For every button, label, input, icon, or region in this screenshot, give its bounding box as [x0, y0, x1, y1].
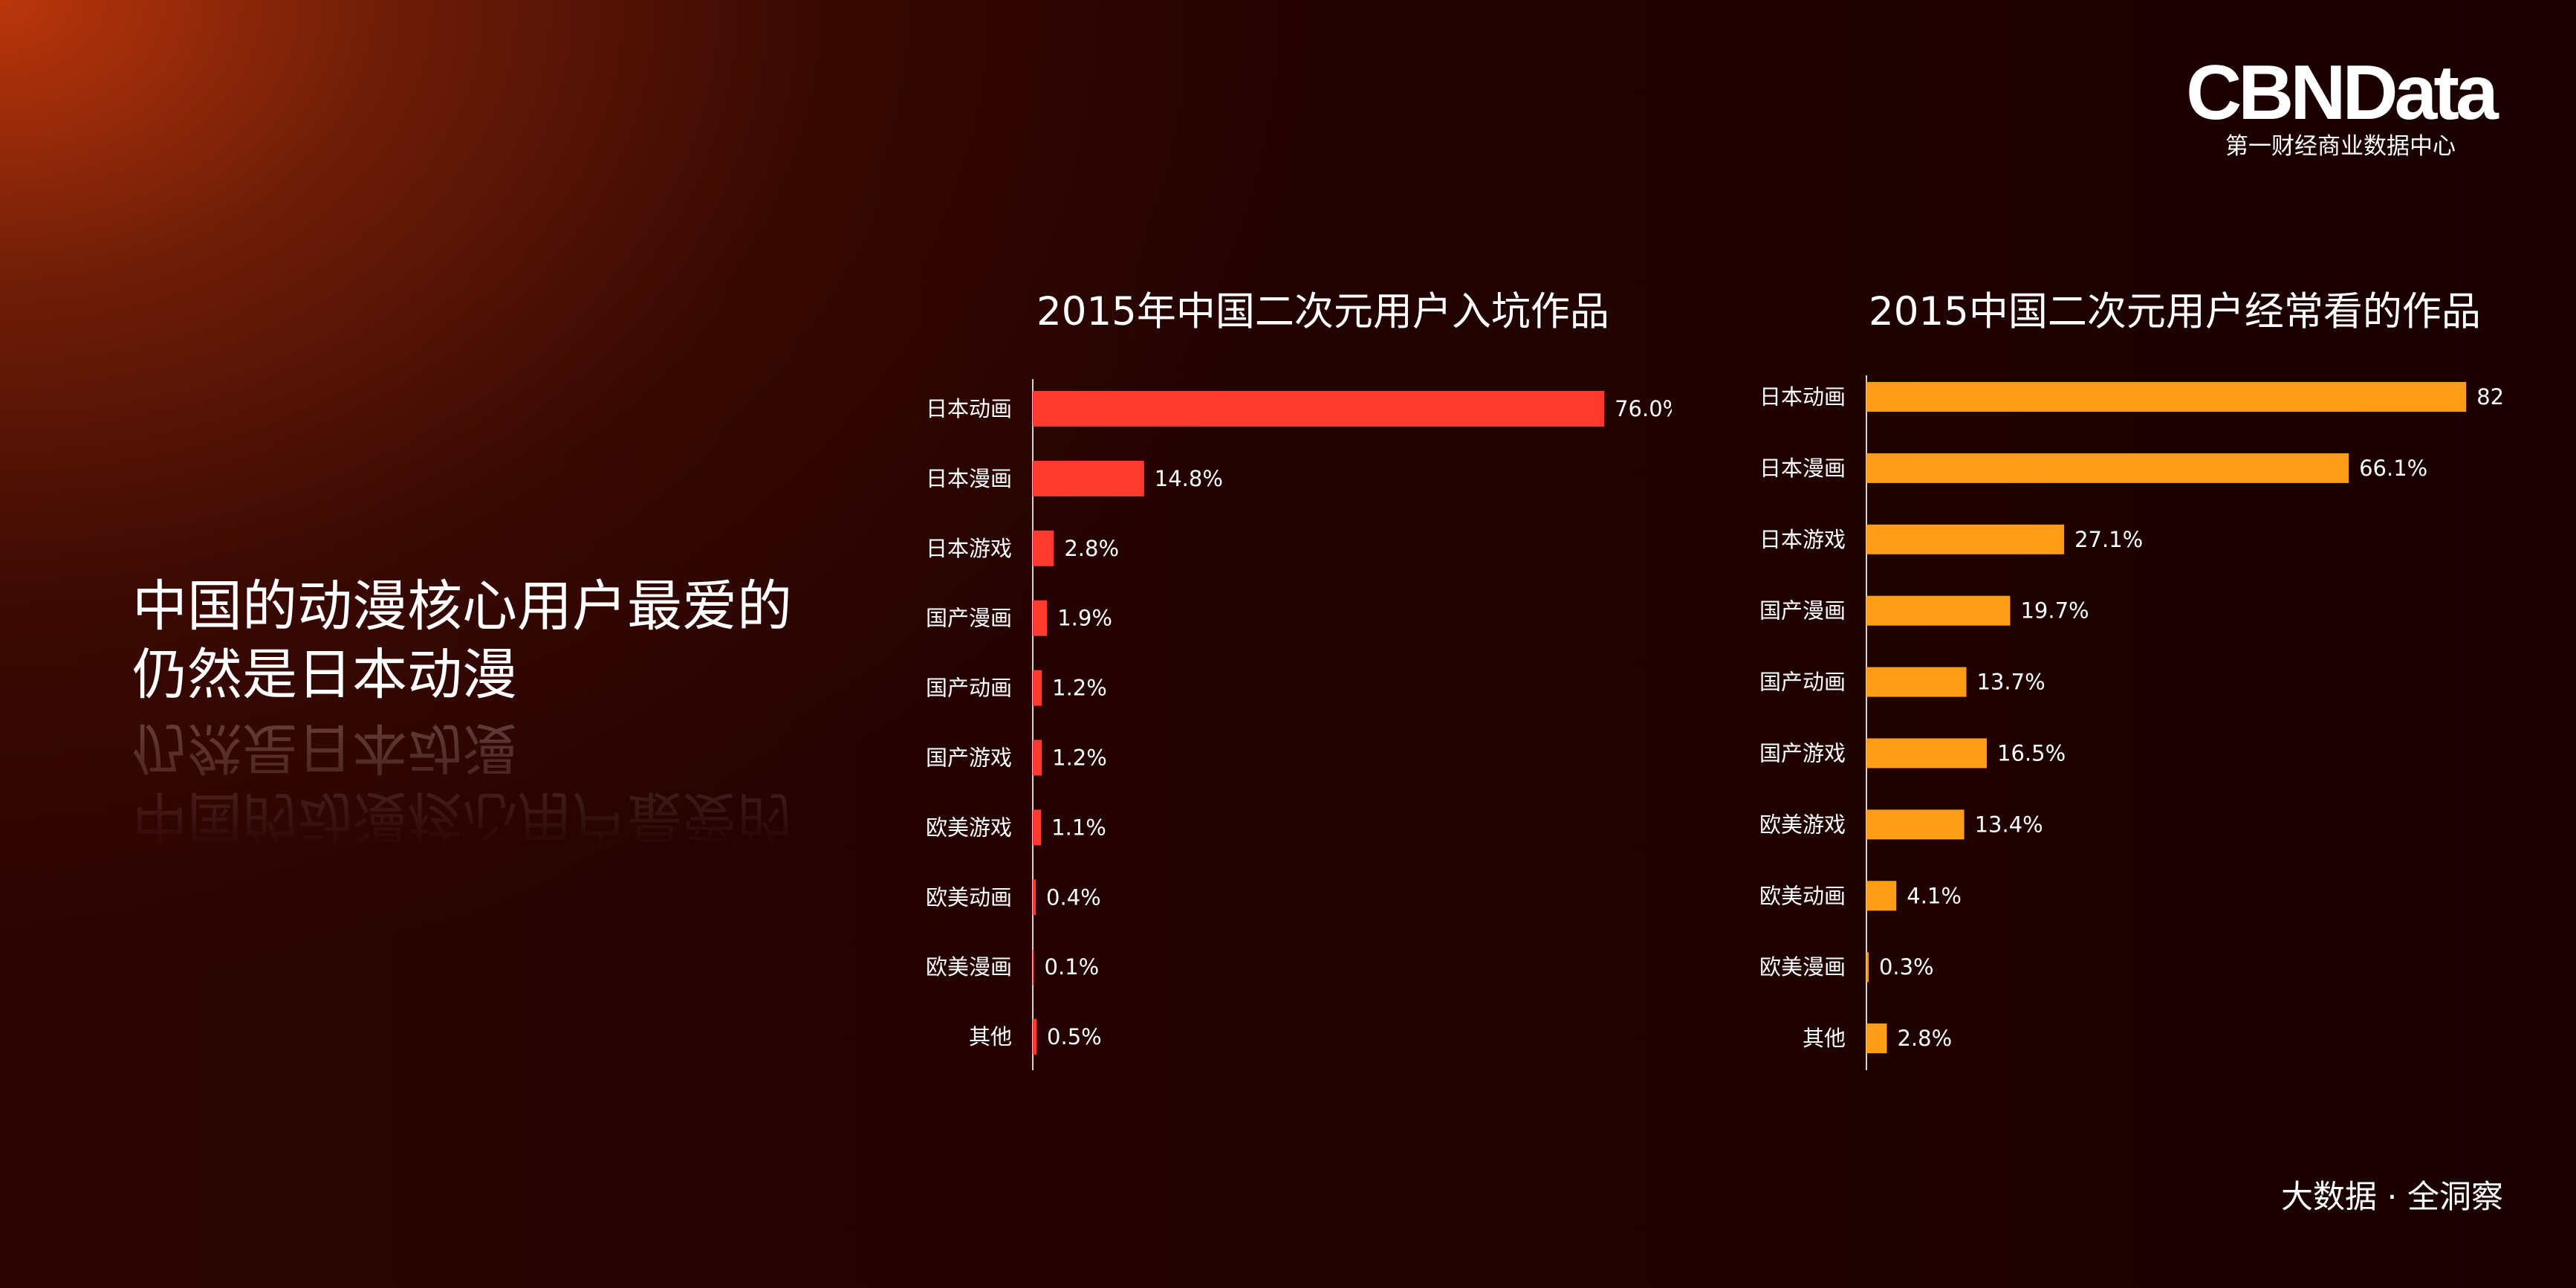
- logo-wordmark: CBNData: [2186, 50, 2499, 136]
- headline-line-1: 中国的动漫核心用户最爱的: [132, 575, 792, 638]
- value-label: 2.8%: [1897, 1026, 1952, 1051]
- category-label: 国产游戏: [1759, 741, 1846, 766]
- value-label: 14.8%: [1155, 466, 1223, 491]
- value-label: 27.1%: [2074, 527, 2143, 552]
- category-label: 其他: [1803, 1026, 1846, 1051]
- category-label: 日本游戏: [1759, 527, 1846, 552]
- bar-3: [1866, 524, 2065, 554]
- bar-8: [1033, 879, 1036, 916]
- bar-2: [1866, 453, 2349, 483]
- category-label: 欧美游戏: [926, 815, 1012, 840]
- bar-6: [1033, 740, 1042, 776]
- entry-works-chart: 2015年中国二次元用户入坑作品 日本动画 76.0% 日本漫画 14.8% 日本游戏 2…: [854, 282, 1672, 1078]
- category-label: 欧美漫画: [926, 954, 1012, 980]
- reflection-line-1: 中国的动漫核心用户最爱的: [132, 784, 792, 848]
- headline-reflection: 中国的动漫核心用户最爱的 仍然是日本动漫: [132, 713, 860, 850]
- value-label: 16.5%: [1997, 741, 2066, 766]
- bar-7: [1866, 809, 1965, 840]
- value-label: 1.9%: [1057, 606, 1112, 631]
- value-label: 0.1%: [1045, 954, 1100, 980]
- category-label: 欧美游戏: [1759, 812, 1846, 837]
- bar-9: [1033, 949, 1034, 986]
- bar-10: [1866, 1023, 1887, 1054]
- category-label: 日本动画: [926, 396, 1012, 421]
- bar-9: [1866, 952, 1869, 983]
- value-label: 66.1%: [2359, 456, 2427, 481]
- value-label: 82.2%: [2476, 384, 2504, 410]
- headline: 中国的动漫核心用户最爱的 仍然是日本动漫: [132, 572, 860, 709]
- bar-1: [1866, 382, 2467, 412]
- footer-tagline: 大数据 · 全洞察: [2280, 1179, 2503, 1216]
- frequent-works-chart: 2015中国二次元用户经常看的作品 日本动画 82.2% 日本漫画 66.1% 日本游戏…: [1687, 282, 2504, 1078]
- value-label: 19.7%: [2020, 598, 2089, 624]
- value-label: 1.2%: [1052, 676, 1107, 701]
- bar-10: [1033, 1019, 1037, 1055]
- category-label: 国产游戏: [926, 745, 1012, 771]
- logo-subtitle: 第一财经商业数据中心: [2225, 133, 2456, 160]
- entry-works-bar-chart: 日本动画 76.0% 日本漫画 14.8% 日本游戏 2.8% 国产漫画 1.9% 国产动画 1.…: [926, 379, 1672, 1070]
- bar-5: [1866, 667, 1967, 697]
- category-label: 日本漫画: [1759, 456, 1846, 481]
- category-label: 国产动画: [926, 676, 1012, 701]
- category-label: 欧美动画: [926, 884, 1012, 910]
- category-label: 日本漫画: [926, 466, 1012, 491]
- category-label: 欧美动画: [1759, 883, 1846, 908]
- category-label: 日本游戏: [926, 536, 1012, 561]
- category-label: 国产漫画: [1759, 598, 1846, 624]
- bar-5: [1033, 670, 1042, 706]
- bar-4: [1033, 600, 1048, 636]
- value-label: 1.1%: [1051, 815, 1106, 840]
- category-label: 国产漫画: [926, 606, 1012, 631]
- bar-8: [1866, 881, 1897, 911]
- headline-line-2: 仍然是日本动漫: [132, 643, 517, 707]
- category-label: 日本动画: [1759, 384, 1846, 410]
- frequent-works-bar-chart: 日本动画 82.2% 日本漫画 66.1% 日本游戏 27.1% 国产漫画 19.7% 国产动画…: [1759, 375, 2504, 1070]
- chart-title: 2015中国二次元用户经常看的作品: [1869, 289, 2481, 334]
- chart-title: 2015年中国二次元用户入坑作品: [1036, 289, 1609, 334]
- bar-7: [1033, 809, 1042, 846]
- value-label: 0.5%: [1047, 1024, 1102, 1049]
- bar-1: [1033, 391, 1605, 427]
- bar-6: [1866, 738, 1988, 768]
- category-label: 欧美漫画: [1759, 954, 1846, 980]
- reflection-line-2: 仍然是日本动漫: [132, 716, 517, 780]
- bar-3: [1033, 530, 1054, 566]
- value-label: 2.8%: [1064, 536, 1119, 561]
- value-label: 4.1%: [1907, 883, 1962, 908]
- value-label: 0.3%: [1879, 954, 1934, 980]
- bar-4: [1866, 595, 2011, 626]
- category-label: 其他: [969, 1024, 1012, 1049]
- category-label: 国产动画: [1759, 670, 1846, 695]
- cbndata-logo: CBNData 第一财经商业数据中心: [2170, 52, 2511, 162]
- value-label: 0.4%: [1046, 884, 1101, 910]
- value-label: 13.7%: [1977, 670, 2045, 695]
- value-label: 1.2%: [1052, 745, 1107, 771]
- value-label: 76.0%: [1615, 396, 1672, 421]
- bar-2: [1033, 460, 1144, 496]
- value-label: 13.4%: [1975, 812, 2043, 837]
